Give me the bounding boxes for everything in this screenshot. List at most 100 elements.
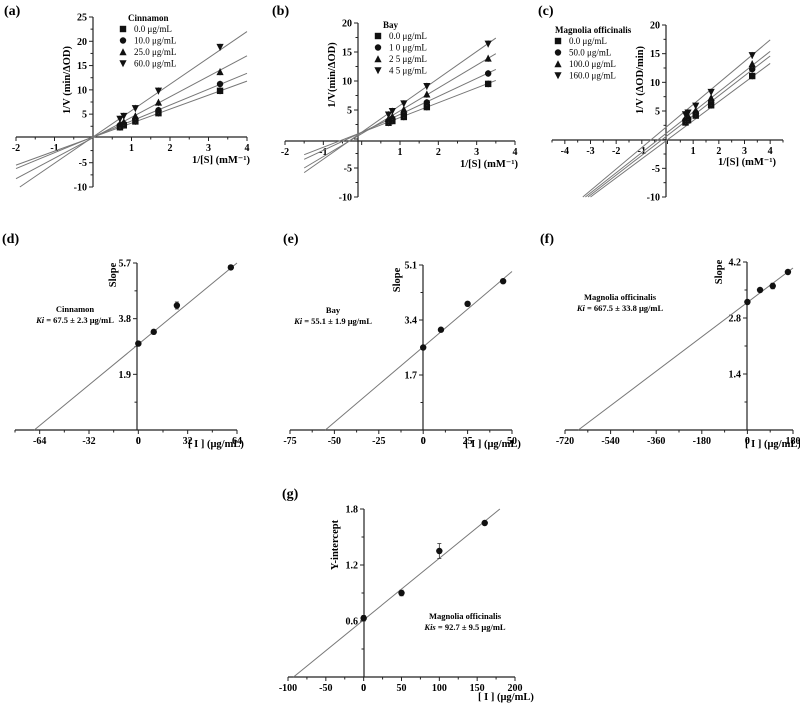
triangle-up-marker [131, 112, 139, 120]
x-tick-label: -50 [328, 436, 341, 447]
triangle-down-marker [388, 107, 396, 115]
triangle-down-marker [707, 88, 715, 96]
square-marker [749, 72, 756, 80]
y-axis-title: Slope [392, 267, 403, 292]
legend-entry: 0.0 μg/mL [134, 24, 172, 34]
x-axis: -2 -1 1 2 3 4 [12, 136, 250, 154]
fit-line [303, 37, 497, 174]
data-series [384, 40, 492, 119]
x-tick-label: 2 [716, 146, 721, 157]
x-tick-label: -32 [82, 436, 95, 447]
annotation-species: Bay [326, 305, 341, 315]
x-tick-label: 0 [745, 436, 750, 447]
x-tick-label: 180 [786, 436, 800, 447]
y-axis-title: Slope [714, 259, 725, 284]
x-tick-label: -540 [601, 436, 619, 447]
x-tick-label: -75 [283, 436, 296, 447]
data-point [769, 282, 776, 290]
legend-entry: 2 5 μg/mL [389, 54, 427, 64]
fit-line [325, 271, 513, 431]
annotation-constant: Kis = 92.7 ± 9.5 μg/mL [423, 622, 505, 632]
y-axis-title: Slope [108, 262, 119, 287]
panel-label: (e) [283, 232, 299, 247]
data-point [437, 326, 445, 333]
y-tick-label: 1.2 [346, 561, 359, 572]
x-tick-label: -2 [612, 146, 620, 157]
fit-line [15, 80, 248, 166]
x-tick-label: 3 [206, 143, 211, 154]
x-tick-label: 25 [463, 436, 473, 447]
legend-square-icon [554, 37, 562, 45]
legend-title: Magnolia officinalis [555, 25, 632, 35]
y-tick-label: 1.8 [346, 505, 359, 516]
legend-entry: 1 0 μg/mL [389, 43, 427, 53]
x-tick-label: -360 [647, 436, 665, 447]
legend-title: Bay [383, 20, 399, 30]
x-axis-title: 1/[S] (mM⁻¹) [192, 155, 250, 166]
fit-line [303, 79, 497, 156]
x-tick-label: -1 [319, 147, 327, 158]
legend-entry: 0.0 μg/mL [569, 36, 607, 46]
y-tick-label: 1.9 [119, 370, 132, 381]
annotation-species: Magnolia officinalis [584, 292, 657, 302]
y-tick-label: 2.8 [729, 314, 742, 325]
triangle-up-marker [120, 118, 128, 126]
legend-entry: 100.0 μg/mL [569, 59, 616, 69]
triangle-up-marker [388, 112, 396, 120]
fit-line [19, 31, 248, 188]
x-tick-label: -720 [556, 436, 574, 447]
x-tick-label: 3 [742, 146, 747, 157]
legend-entry: 10.0 μg/mL [134, 36, 176, 46]
y-tick-label: 5 [82, 110, 87, 121]
triangle-down-marker [400, 100, 408, 108]
legend-triangle-down-icon [554, 72, 562, 80]
square-marker [484, 80, 492, 88]
data-point [173, 302, 181, 309]
data-point [150, 328, 157, 336]
x-tick-label: 2 [436, 147, 441, 158]
x-tick-label: -3 [586, 146, 594, 157]
panel-label: (c) [538, 4, 554, 19]
x-axis: -64 -32 0 32 640 [14, 429, 242, 447]
x-tick-label: -4 [561, 146, 569, 157]
data-point [499, 277, 507, 285]
x-tick-label: -2 [12, 143, 20, 154]
x-tick-label: 1 [129, 143, 134, 154]
square-marker [423, 103, 431, 111]
data-point [227, 264, 235, 271]
triangle-down-marker [120, 112, 128, 120]
x-tick-label: 3 [474, 147, 479, 158]
y-tick-label: 0.6 [346, 617, 359, 628]
triangle-down-marker [384, 111, 393, 119]
triangle-up-marker [484, 54, 492, 62]
triangle-down-marker [692, 102, 700, 110]
fit-line [577, 267, 794, 431]
y-tick-label: 25 [77, 13, 87, 24]
y-tick-label: 4.2 [729, 258, 742, 269]
y-axis: -10 -5 5 10 15 20 [339, 19, 359, 204]
legend-triangle-down-icon [374, 67, 382, 75]
legend-circle-icon [554, 49, 562, 56]
triangle-down-marker [154, 87, 163, 95]
x-tick-label: -100 [279, 683, 297, 694]
data-point [464, 300, 471, 308]
circle-marker [423, 99, 431, 106]
x-axis-title: [ I ] (μg/mL) [478, 692, 534, 703]
triangle-up-marker [707, 94, 715, 102]
x-tick-label: 4 [245, 143, 250, 154]
triangle-up-marker [692, 106, 700, 114]
x-axis-title: [ I ] (μg/mL) [465, 439, 521, 450]
x-axis: -2 -1 1 2 3 4 [281, 140, 518, 158]
x-tick-label: 1 [691, 146, 696, 157]
y-tick-label: 10 [650, 78, 660, 89]
panel-label: (a) [4, 4, 21, 19]
y-tick-label: 20 [77, 37, 87, 48]
y-tick-label: 20 [342, 19, 352, 30]
x-tick-label: -1 [638, 146, 646, 157]
data-point [756, 286, 764, 294]
y-axis-title: 1/V (min/ΔOD) [62, 46, 73, 114]
data-point [744, 298, 751, 306]
